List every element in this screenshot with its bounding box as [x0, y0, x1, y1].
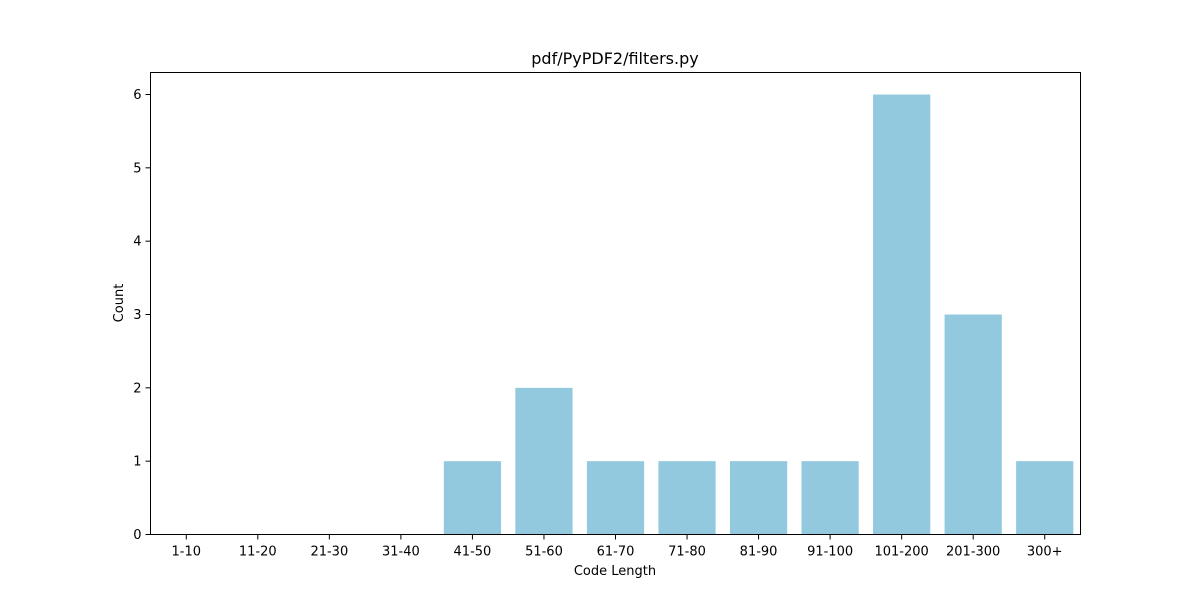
bar-300+: [1016, 461, 1074, 535]
y-axis-label: Count: [112, 284, 127, 323]
bar-201-300: [944, 314, 1002, 535]
x-tick-label: 51-60: [525, 545, 563, 560]
x-ticks-group: 1-10 11-20 21-30 31-40 41-50 51-60 61-70 71-80 8…: [172, 534, 1063, 560]
y-tick-label: 0: [133, 528, 141, 543]
x-tick-label: 81-90: [740, 545, 778, 560]
x-tick-label: 11-20: [239, 545, 277, 560]
x-tick-label: 21-30: [310, 545, 348, 560]
y-tick-label: 4: [133, 235, 141, 250]
x-tick-label: 101-200: [874, 545, 928, 560]
y-tick-label: 1: [133, 455, 141, 470]
x-tick-label: 91-100: [807, 545, 853, 560]
bar-71-80: [658, 461, 716, 535]
x-tick-label: 31-40: [382, 545, 420, 560]
x-tick-label: 201-300: [946, 545, 1000, 560]
x-tick-label: 41-50: [454, 545, 492, 560]
y-ticks-group: 0 1 2 3 4 5 6: [133, 88, 151, 543]
y-tick-label: 3: [133, 308, 141, 323]
x-tick-label: 61-70: [597, 545, 635, 560]
x-tick-label: 71-80: [668, 545, 706, 560]
x-axis-label: Code Length: [574, 564, 656, 579]
x-tick-label: 1-10: [172, 545, 202, 560]
bars-group: [443, 94, 1074, 535]
y-tick-label: 6: [133, 88, 141, 103]
bar-101-200: [873, 94, 931, 535]
plot-frame: [150, 72, 1081, 535]
bar-41-50: [443, 461, 502, 535]
bar-81-90: [729, 461, 788, 535]
y-tick-label: 5: [133, 161, 141, 176]
bar-51-60: [515, 387, 573, 535]
x-tick-label: 300+: [1027, 545, 1063, 560]
bar-91-100: [801, 461, 859, 535]
y-tick-label: 2: [133, 381, 141, 396]
bar-61-70: [586, 461, 645, 535]
chart-title: pdf/PyPDF2/filters.py: [531, 49, 698, 68]
